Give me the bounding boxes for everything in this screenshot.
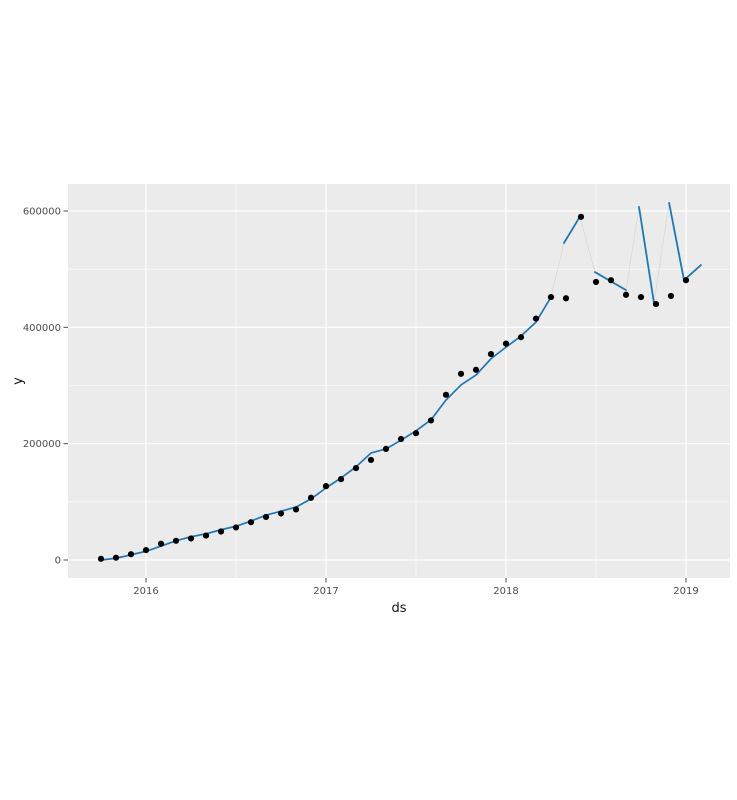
data-point <box>547 293 555 301</box>
data-point <box>127 551 135 558</box>
data-point <box>112 554 120 561</box>
data-point <box>142 547 150 554</box>
y-tick-label: 0 <box>55 556 61 567</box>
plot-panel <box>68 184 730 578</box>
data-point <box>397 435 405 443</box>
segment-connector-lines <box>550 202 670 303</box>
x-axis-title: ds <box>391 601 406 616</box>
data-point <box>292 506 300 513</box>
data-point <box>352 464 360 472</box>
data-point <box>232 524 240 531</box>
data-point <box>412 430 420 437</box>
forecast-segment <box>563 215 581 244</box>
data-point <box>367 456 375 464</box>
data-point <box>517 334 525 341</box>
data-point <box>592 278 600 286</box>
data-point <box>532 315 540 322</box>
y-tick-label: 600000 <box>23 207 61 218</box>
data-point <box>337 476 345 483</box>
axis-tick-marks <box>63 210 687 583</box>
grid-minor-lines <box>68 184 730 578</box>
y-tick-label: 200000 <box>23 439 61 450</box>
data-point <box>457 370 465 377</box>
connector-line <box>550 242 565 298</box>
x-tick-label: 2017 <box>313 586 338 597</box>
connector-line <box>579 216 596 273</box>
data-point <box>442 391 450 398</box>
data-point <box>322 483 330 490</box>
data-point <box>667 292 675 300</box>
y-axis-tick-labels: 0 200000 400000 600000 <box>23 207 61 567</box>
data-point <box>187 535 195 542</box>
data-point <box>427 417 435 424</box>
data-point <box>382 445 390 453</box>
y-tick-label: 400000 <box>23 323 61 334</box>
data-point <box>247 519 255 526</box>
data-points <box>97 213 690 562</box>
data-point <box>262 513 270 521</box>
data-point <box>157 540 165 547</box>
data-point <box>277 510 285 517</box>
data-point <box>607 277 615 284</box>
data-point <box>307 494 315 501</box>
connector-line <box>625 206 640 291</box>
forecast-segment <box>638 206 655 304</box>
data-point <box>637 293 645 301</box>
data-point <box>472 366 480 373</box>
data-point <box>622 291 630 298</box>
data-point <box>502 340 510 347</box>
x-tick-label: 2016 <box>133 586 158 597</box>
data-point <box>577 213 585 220</box>
data-point <box>487 350 495 358</box>
data-point <box>97 555 105 562</box>
data-point <box>217 528 225 535</box>
data-point <box>562 295 570 302</box>
data-point <box>172 537 180 544</box>
grid-major-lines <box>68 184 730 578</box>
data-point <box>682 277 690 284</box>
data-point <box>202 532 210 539</box>
connector-line <box>653 202 670 303</box>
x-axis-tick-labels: 2016 2017 2018 2019 <box>133 586 698 597</box>
x-tick-label: 2019 <box>673 586 698 597</box>
x-tick-label: 2018 <box>493 586 518 597</box>
data-point <box>652 300 660 308</box>
y-axis-title: y <box>11 377 26 385</box>
